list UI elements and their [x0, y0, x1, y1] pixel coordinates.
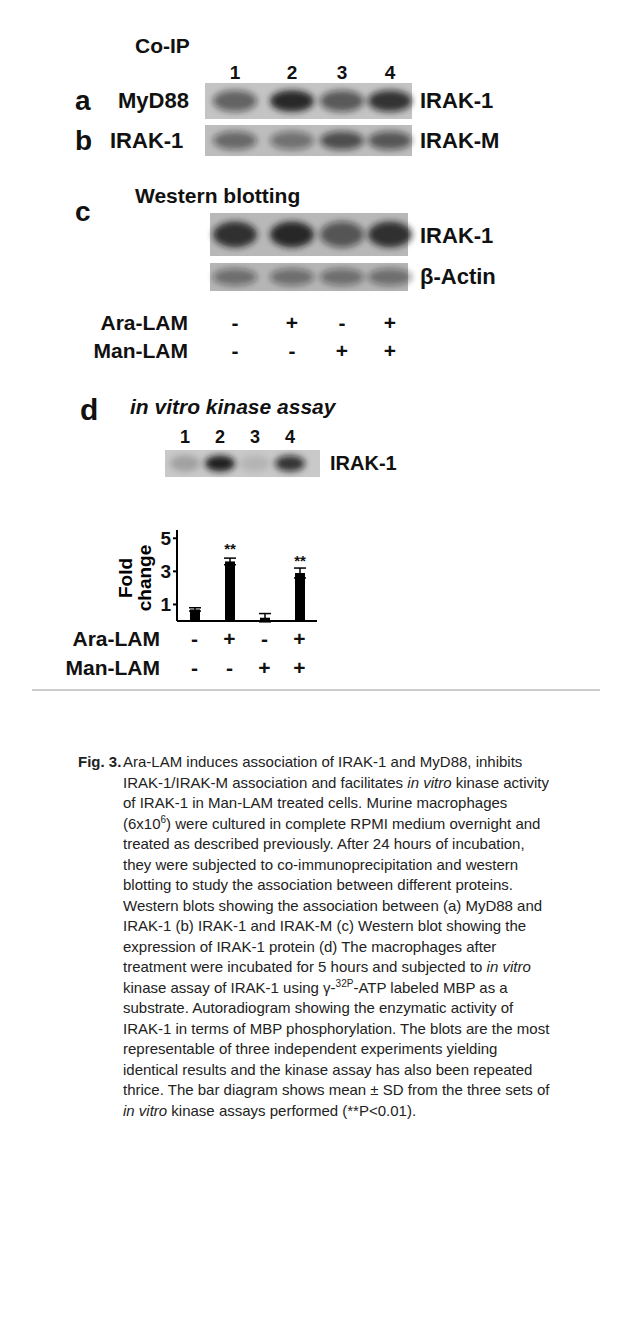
- html-text:Fold change: Fold change: [115, 544, 155, 612]
- svg-text:3: 3: [160, 561, 171, 582]
- html-text:2: 2: [286, 61, 298, 83]
- html-text:in vitro kinase assays perform: in vitro kinase assays performed (**P<0.…: [123, 1101, 417, 1119]
- html-text:kinase assay of IRAK-1 using γ: kinase assay of IRAK-1 using γ-32P-ATP l…: [123, 977, 550, 1098]
- html-text:IRAK-M: IRAK-M: [420, 128, 500, 153]
- svg-text:5: 5: [160, 528, 171, 549]
- html-text:Co-IP: Co-IP: [135, 33, 190, 57]
- html-text:6) were cultured in complete R: 6) were cultured in complete RPMI medium…: [123, 813, 543, 975]
- html-text:d: d: [80, 393, 99, 426]
- html-text:β-Actin: β-Actin: [420, 264, 496, 289]
- html-text:Fig. 3. Ara-LAM induces associ: Fig. 3. Ara-LAM induces association of I…: [78, 753, 549, 832]
- svg-text:**: **: [224, 540, 236, 557]
- html-text:in vitro kinase assay: in vitro kinase assay: [130, 394, 336, 418]
- html-text:b: b: [75, 125, 93, 156]
- html-text:4: 4: [285, 427, 295, 447]
- html-text:1: 1: [229, 61, 241, 83]
- html-text:Ara-LAM: Ara-LAM: [100, 310, 188, 334]
- html-text:Western blotting: Western blotting: [135, 183, 301, 207]
- html-text:c: c: [75, 196, 91, 227]
- html-text:Man-LAM: Man-LAM: [93, 338, 188, 362]
- html-text:IRAK-1: IRAK-1: [110, 128, 184, 153]
- html-text:MyD88: MyD88: [118, 88, 189, 113]
- html-text:3: 3: [336, 61, 348, 83]
- svg-text:**: **: [294, 552, 306, 569]
- html-text:Ara-LAM: Ara-LAM: [72, 626, 160, 650]
- html-text:IRAK-1: IRAK-1: [420, 88, 494, 113]
- html-text:Man-LAM: Man-LAM: [65, 655, 160, 679]
- html-text:IRAK-1: IRAK-1: [330, 452, 397, 474]
- html-text:1: 1: [180, 427, 190, 447]
- html-text:2: 2: [215, 427, 225, 447]
- svg-text:1: 1: [160, 594, 171, 615]
- html-text:a: a: [75, 85, 91, 116]
- html-text:3: 3: [250, 427, 260, 447]
- html-text:IRAK-1: IRAK-1: [420, 223, 494, 248]
- html-text:4: 4: [384, 61, 396, 83]
